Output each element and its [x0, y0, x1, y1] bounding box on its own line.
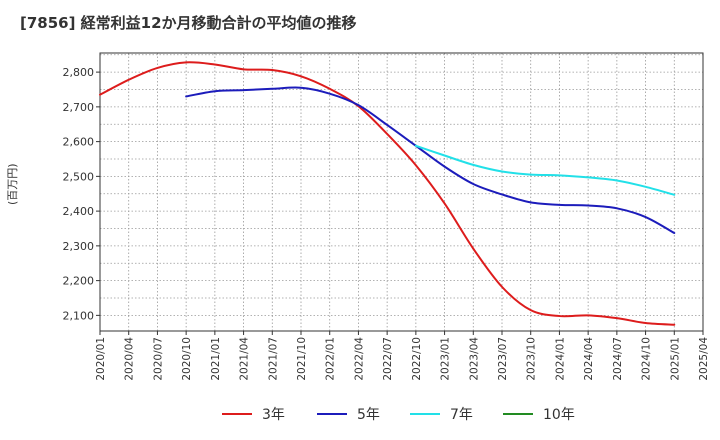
y-tick-label: 2,400 — [63, 205, 95, 218]
y-tick-label: 2,700 — [63, 101, 95, 114]
legend-label-3: 7年 — [450, 407, 473, 423]
x-tick-label: 2024/10 — [641, 337, 653, 381]
x-tick-label: 2023/04 — [468, 337, 480, 381]
y-tick-label: 2,300 — [63, 240, 95, 253]
plot-area — [100, 53, 703, 331]
y-tick-label: 2,100 — [63, 309, 95, 322]
x-tick-label: 2024/01 — [554, 337, 566, 381]
x-tick-label: 2024/07 — [612, 337, 624, 381]
x-tick-label: 2021/07 — [267, 337, 279, 381]
x-tick-label: 2020/07 — [152, 337, 164, 381]
x-tick-label: 2024/04 — [583, 337, 595, 381]
series-line-2 — [185, 86, 676, 234]
plot-border — [99, 52, 704, 332]
x-tick-label: 2021/01 — [210, 337, 222, 381]
x-tick-label: 2023/10 — [526, 337, 538, 381]
series-line-3 — [414, 144, 676, 196]
x-tick-label: 2021/04 — [239, 337, 251, 381]
x-tick-label: 2022/04 — [353, 337, 365, 381]
y-tick-label: 2,500 — [63, 170, 95, 183]
legend-label-4: 10年 — [543, 407, 575, 423]
y-tick-label: 2,800 — [63, 66, 95, 79]
x-tick-label: 2020/04 — [124, 337, 136, 381]
x-tick-label: 2025/01 — [669, 337, 681, 381]
x-tick-label: 2023/01 — [440, 337, 452, 381]
y-tick-label: 2,200 — [63, 275, 95, 288]
series-line-1 — [99, 61, 676, 326]
x-tick-label: 2021/10 — [296, 337, 308, 381]
x-tick-label: 2022/10 — [411, 337, 423, 381]
x-tick-label: 2022/07 — [382, 337, 394, 381]
x-tick-label: 2020/01 — [95, 337, 107, 381]
legend-label-1: 3年 — [262, 407, 285, 423]
x-tick-label: 2022/01 — [325, 337, 337, 381]
chart-title: [7856] 経常利益12か月移動合計の平均値の推移 — [20, 14, 357, 32]
y-tick-label: 2,600 — [63, 136, 95, 149]
x-tick-label: 2023/07 — [497, 337, 509, 381]
legend-label-2: 5年 — [357, 407, 380, 423]
x-tick-label: 2025/04 — [698, 337, 710, 381]
x-tick-label: 2020/10 — [181, 337, 193, 381]
